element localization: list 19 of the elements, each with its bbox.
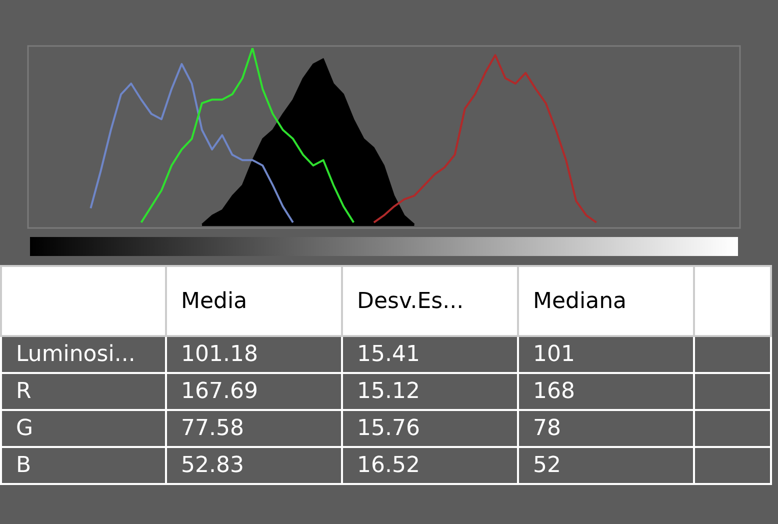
category-label: Media bbox=[166, 266, 342, 336]
text: 16.52 bbox=[357, 453, 420, 478]
text: 15.41 bbox=[357, 342, 420, 367]
text: 52 bbox=[533, 453, 561, 478]
category-label: R bbox=[16, 379, 32, 404]
text: 15.76 bbox=[357, 416, 420, 441]
text: 78 bbox=[533, 416, 561, 441]
text: 77.58 bbox=[181, 416, 244, 441]
text: 101.18 bbox=[181, 342, 258, 367]
category-label: B bbox=[16, 453, 32, 478]
text: 52.83 bbox=[181, 453, 244, 478]
text: 15.12 bbox=[357, 379, 420, 404]
text: 101 bbox=[533, 342, 575, 367]
category-label: G bbox=[16, 416, 34, 441]
text: 167.69 bbox=[181, 379, 258, 404]
text: 168 bbox=[533, 379, 575, 404]
category-label: Mediana bbox=[518, 266, 694, 336]
category-label: Desv.Es... bbox=[342, 266, 518, 336]
category-label: Luminosi... bbox=[16, 342, 136, 367]
